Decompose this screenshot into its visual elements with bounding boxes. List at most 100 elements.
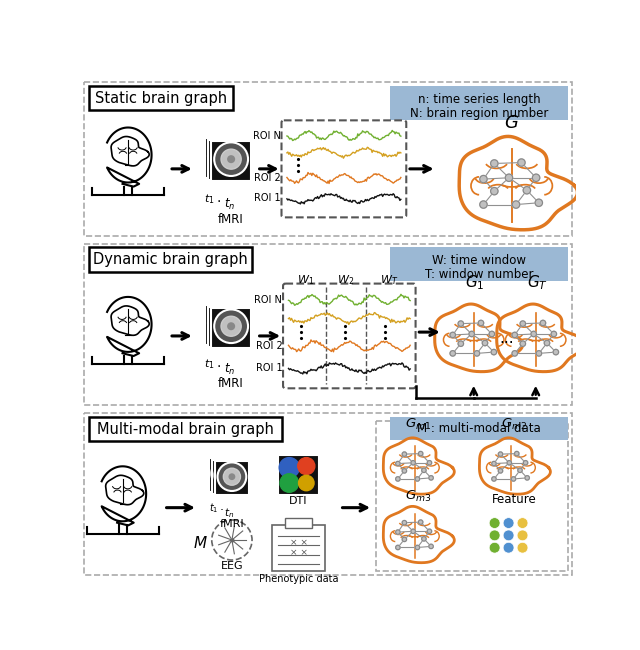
Text: Phenotypic data: Phenotypic data (259, 573, 339, 584)
Circle shape (402, 521, 406, 525)
Circle shape (513, 201, 520, 208)
Circle shape (507, 461, 511, 465)
Circle shape (415, 476, 420, 481)
Circle shape (480, 201, 487, 208)
Circle shape (503, 542, 514, 553)
Text: $G_{m2}$: $G_{m2}$ (501, 417, 527, 432)
Circle shape (222, 470, 229, 477)
Text: Feature: Feature (492, 493, 536, 506)
Circle shape (212, 520, 252, 560)
FancyBboxPatch shape (283, 283, 415, 388)
Circle shape (402, 452, 406, 456)
Circle shape (540, 320, 546, 326)
Circle shape (474, 350, 479, 356)
FancyBboxPatch shape (282, 120, 406, 217)
Circle shape (224, 320, 232, 329)
Circle shape (512, 332, 518, 337)
Bar (90, 86, 233, 110)
Circle shape (217, 465, 234, 482)
Circle shape (419, 451, 423, 456)
Circle shape (551, 332, 557, 337)
Circle shape (422, 537, 426, 541)
Circle shape (396, 476, 400, 481)
Circle shape (224, 153, 232, 162)
Circle shape (218, 462, 246, 491)
Circle shape (469, 332, 474, 337)
Circle shape (402, 537, 406, 541)
Circle shape (553, 349, 559, 355)
Bar (84, 413, 572, 575)
Text: $W_1$: $W_1$ (297, 273, 314, 287)
Circle shape (215, 146, 235, 166)
Circle shape (525, 476, 529, 480)
Text: fMRI: fMRI (218, 377, 244, 390)
Text: W: time window: W: time window (432, 254, 526, 267)
Bar (390, 417, 568, 440)
Text: T: window number: T: window number (425, 268, 533, 281)
Circle shape (280, 474, 298, 492)
Text: Static brain graph: Static brain graph (95, 90, 227, 105)
Circle shape (489, 542, 500, 553)
Text: $t_n$: $t_n$ (224, 362, 236, 377)
Text: $G_{m3}$: $G_{m3}$ (404, 489, 431, 504)
Text: N: brain region number: N: brain region number (410, 107, 548, 120)
Circle shape (524, 461, 528, 465)
Circle shape (536, 350, 541, 356)
Bar (390, 86, 568, 120)
Text: $G_{m1}$: $G_{m1}$ (404, 417, 431, 432)
Circle shape (520, 321, 525, 326)
Bar (84, 244, 572, 405)
Bar (208, 140, 248, 179)
Text: ROI N: ROI N (253, 131, 281, 140)
Circle shape (221, 152, 229, 160)
Circle shape (422, 468, 426, 473)
Circle shape (489, 530, 500, 541)
Circle shape (491, 187, 498, 195)
Circle shape (228, 473, 236, 480)
Circle shape (211, 460, 240, 488)
Circle shape (428, 461, 431, 465)
Text: DTI: DTI (289, 497, 308, 506)
Circle shape (505, 174, 513, 181)
Text: ·: · (216, 360, 221, 374)
Circle shape (520, 341, 525, 346)
Circle shape (544, 341, 550, 346)
Circle shape (515, 451, 519, 456)
Text: Multi-modal brain graph: Multi-modal brain graph (97, 422, 274, 437)
Text: n: time series length: n: time series length (418, 93, 540, 106)
Text: ROI 1: ROI 1 (254, 194, 281, 203)
Circle shape (227, 322, 235, 330)
Circle shape (491, 160, 498, 167)
Circle shape (429, 476, 433, 480)
Circle shape (450, 332, 456, 337)
Bar (376, 421, 568, 571)
Circle shape (223, 468, 241, 485)
Circle shape (402, 469, 406, 473)
Text: $W_2$: $W_2$ (337, 273, 354, 287)
Text: $G_1$: $G_1$ (465, 274, 485, 292)
Circle shape (511, 476, 516, 481)
Circle shape (208, 139, 242, 173)
Text: $t_n$: $t_n$ (225, 506, 235, 520)
Circle shape (428, 529, 431, 534)
Bar (278, 455, 319, 495)
Circle shape (489, 332, 495, 337)
Circle shape (478, 320, 484, 326)
Bar (211, 141, 252, 181)
Bar (211, 308, 252, 348)
Circle shape (221, 317, 241, 336)
Circle shape (503, 517, 514, 528)
Bar (90, 248, 252, 272)
Circle shape (298, 458, 315, 474)
Circle shape (211, 141, 245, 174)
Text: EEG: EEG (221, 561, 243, 571)
Text: $G_T$: $G_T$ (527, 274, 548, 292)
Circle shape (489, 517, 500, 528)
Circle shape (503, 530, 514, 541)
Bar (285, 519, 312, 528)
Bar (205, 138, 245, 178)
Bar (205, 305, 245, 345)
Circle shape (214, 309, 248, 343)
Text: ...: ... (499, 331, 513, 346)
Circle shape (480, 176, 487, 183)
